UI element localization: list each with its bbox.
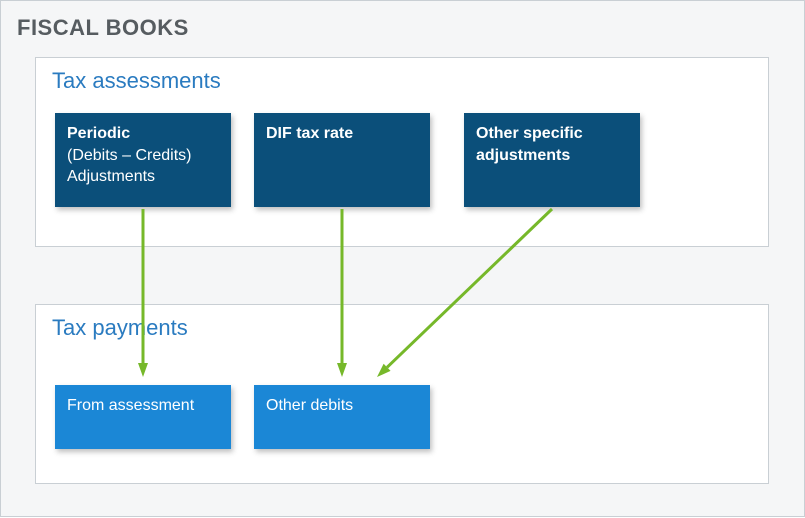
- card-from-assessment-title: From assessment: [67, 395, 219, 417]
- card-periodic-line2: (Debits – Credits): [67, 145, 219, 167]
- card-other-debits: Other debits: [254, 385, 430, 449]
- panel-title-payments: Tax payments: [52, 315, 188, 341]
- card-other-debits-title: Other debits: [266, 395, 418, 417]
- card-from-assessment: From assessment: [55, 385, 231, 449]
- card-other-adj-line2: adjustments: [476, 145, 628, 167]
- fiscal-books-frame: FISCAL BOOKS Tax assessments Tax payment…: [0, 0, 805, 517]
- card-dif-title: DIF tax rate: [266, 123, 418, 145]
- card-other-specific-adjustments: Other specific adjustments: [464, 113, 640, 207]
- card-dif-tax-rate: DIF tax rate: [254, 113, 430, 207]
- panel-title-assessments: Tax assessments: [52, 68, 221, 94]
- page-title: FISCAL BOOKS: [17, 15, 189, 41]
- card-periodic: Periodic (Debits – Credits) Adjustments: [55, 113, 231, 207]
- card-periodic-line3: Adjustments: [67, 166, 219, 188]
- card-other-adj-title: Other specific: [476, 123, 628, 145]
- card-periodic-title: Periodic: [67, 123, 219, 145]
